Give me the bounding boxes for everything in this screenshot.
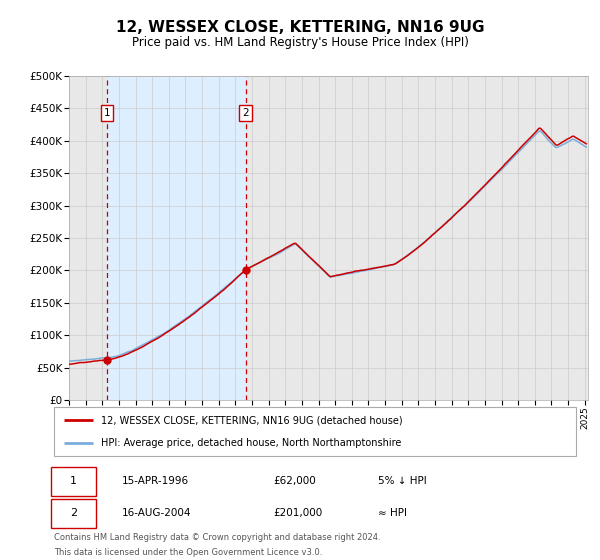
Bar: [69, 76, 107, 400]
Text: Contains HM Land Registry data © Crown copyright and database right 2024.: Contains HM Land Registry data © Crown c…: [54, 533, 380, 542]
FancyBboxPatch shape: [52, 466, 96, 496]
Text: Price paid vs. HM Land Registry's House Price Index (HPI): Price paid vs. HM Land Registry's House …: [131, 36, 469, 49]
Text: 2: 2: [70, 508, 77, 518]
Bar: [245, 76, 588, 400]
Text: 12, WESSEX CLOSE, KETTERING, NN16 9UG: 12, WESSEX CLOSE, KETTERING, NN16 9UG: [116, 20, 484, 35]
Text: 12, WESSEX CLOSE, KETTERING, NN16 9UG (detached house): 12, WESSEX CLOSE, KETTERING, NN16 9UG (d…: [101, 416, 403, 426]
FancyBboxPatch shape: [54, 407, 576, 456]
Text: ≈ HPI: ≈ HPI: [377, 508, 407, 518]
Bar: [69, 76, 107, 400]
Text: £201,000: £201,000: [273, 508, 322, 518]
Text: This data is licensed under the Open Government Licence v3.0.: This data is licensed under the Open Gov…: [54, 548, 322, 557]
Text: HPI: Average price, detached house, North Northamptonshire: HPI: Average price, detached house, Nort…: [101, 438, 401, 448]
Text: 1: 1: [70, 476, 77, 486]
FancyBboxPatch shape: [52, 498, 96, 528]
Text: 1: 1: [104, 108, 110, 118]
Text: 2: 2: [242, 108, 249, 118]
Bar: [245, 76, 588, 400]
Text: 5% ↓ HPI: 5% ↓ HPI: [377, 476, 427, 486]
Text: 15-APR-1996: 15-APR-1996: [122, 476, 189, 486]
Text: 16-AUG-2004: 16-AUG-2004: [122, 508, 191, 518]
Bar: [107, 76, 245, 400]
Text: £62,000: £62,000: [273, 476, 316, 486]
